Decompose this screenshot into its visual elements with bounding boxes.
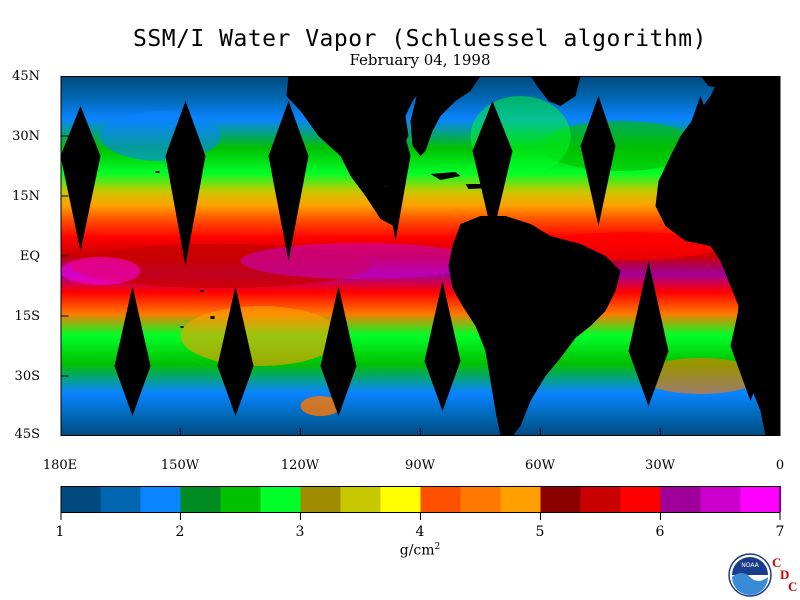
svg-text:NOAA: NOAA [741, 562, 759, 569]
lon-label-180e: 180E [42, 458, 78, 473]
colorbar-units: g/cm2 [399, 542, 441, 559]
colorbar-swatch [740, 486, 781, 512]
colorbar-swatch [460, 486, 501, 512]
colorbar [60, 486, 781, 520]
lat-label-eq: EQ [19, 249, 40, 264]
colorbar-label-3: 3 [295, 524, 305, 540]
lon-label-30w: 30W [645, 458, 675, 473]
lat-label-30s: 30S [14, 369, 40, 384]
lon-label-0: 0 [775, 458, 785, 473]
colorbar-swatch [220, 486, 261, 512]
colorbar-label-7: 7 [775, 524, 785, 540]
colorbar-swatch [580, 486, 621, 512]
lon-label-120w: 120W [280, 458, 320, 473]
colorbar-label-1: 1 [55, 524, 65, 540]
map-ticks [60, 135, 661, 436]
colorbar-swatch [700, 486, 741, 512]
lat-label-15s: 15S [14, 309, 40, 324]
colorbar-label-2: 2 [175, 524, 185, 540]
colorbar-swatch [620, 486, 661, 512]
lon-label-150w: 150W [160, 458, 200, 473]
lat-label-45s: 45S [14, 427, 40, 442]
colorbar-swatch [500, 486, 541, 512]
map-title: SSM/I Water Vapor (Schluessel algorithm) [133, 26, 707, 52]
map-frame [60, 76, 781, 436]
lon-label-60w: 60W [525, 458, 555, 473]
colorbar-ticks [60, 513, 781, 520]
lon-label-90w: 90W [405, 458, 435, 473]
colorbar-swatch [660, 486, 701, 512]
colorbar-swatch [380, 486, 421, 512]
colorbar-swatch [340, 486, 381, 512]
colorbar-swatch [140, 486, 181, 512]
noaa-cdc-logo: NOAA C D C [728, 553, 798, 599]
colorbar-label-6: 6 [655, 524, 665, 540]
water-vapor-map [60, 76, 781, 436]
colorbar-swatch [540, 486, 581, 512]
lat-label-45n: 45N [12, 69, 40, 84]
colorbar-swatches [60, 486, 781, 512]
moisture-features [60, 96, 761, 416]
colorbar-label-5: 5 [535, 524, 545, 540]
noaa-emblem-icon: NOAA [728, 553, 772, 597]
lat-label-15n: 15N [12, 189, 40, 204]
colorbar-swatch [100, 486, 141, 512]
lat-label-30n: 30N [12, 129, 40, 144]
colorbar-label-4: 4 [415, 524, 425, 540]
missing-data-swaths [60, 96, 771, 416]
colorbar-swatch [420, 486, 461, 512]
colorbar-swatch [300, 486, 341, 512]
colorbar-swatch [60, 486, 101, 512]
map-date: February 04, 1998 [349, 51, 491, 69]
colorbar-swatch [260, 486, 301, 512]
colorbar-swatch [180, 486, 221, 512]
